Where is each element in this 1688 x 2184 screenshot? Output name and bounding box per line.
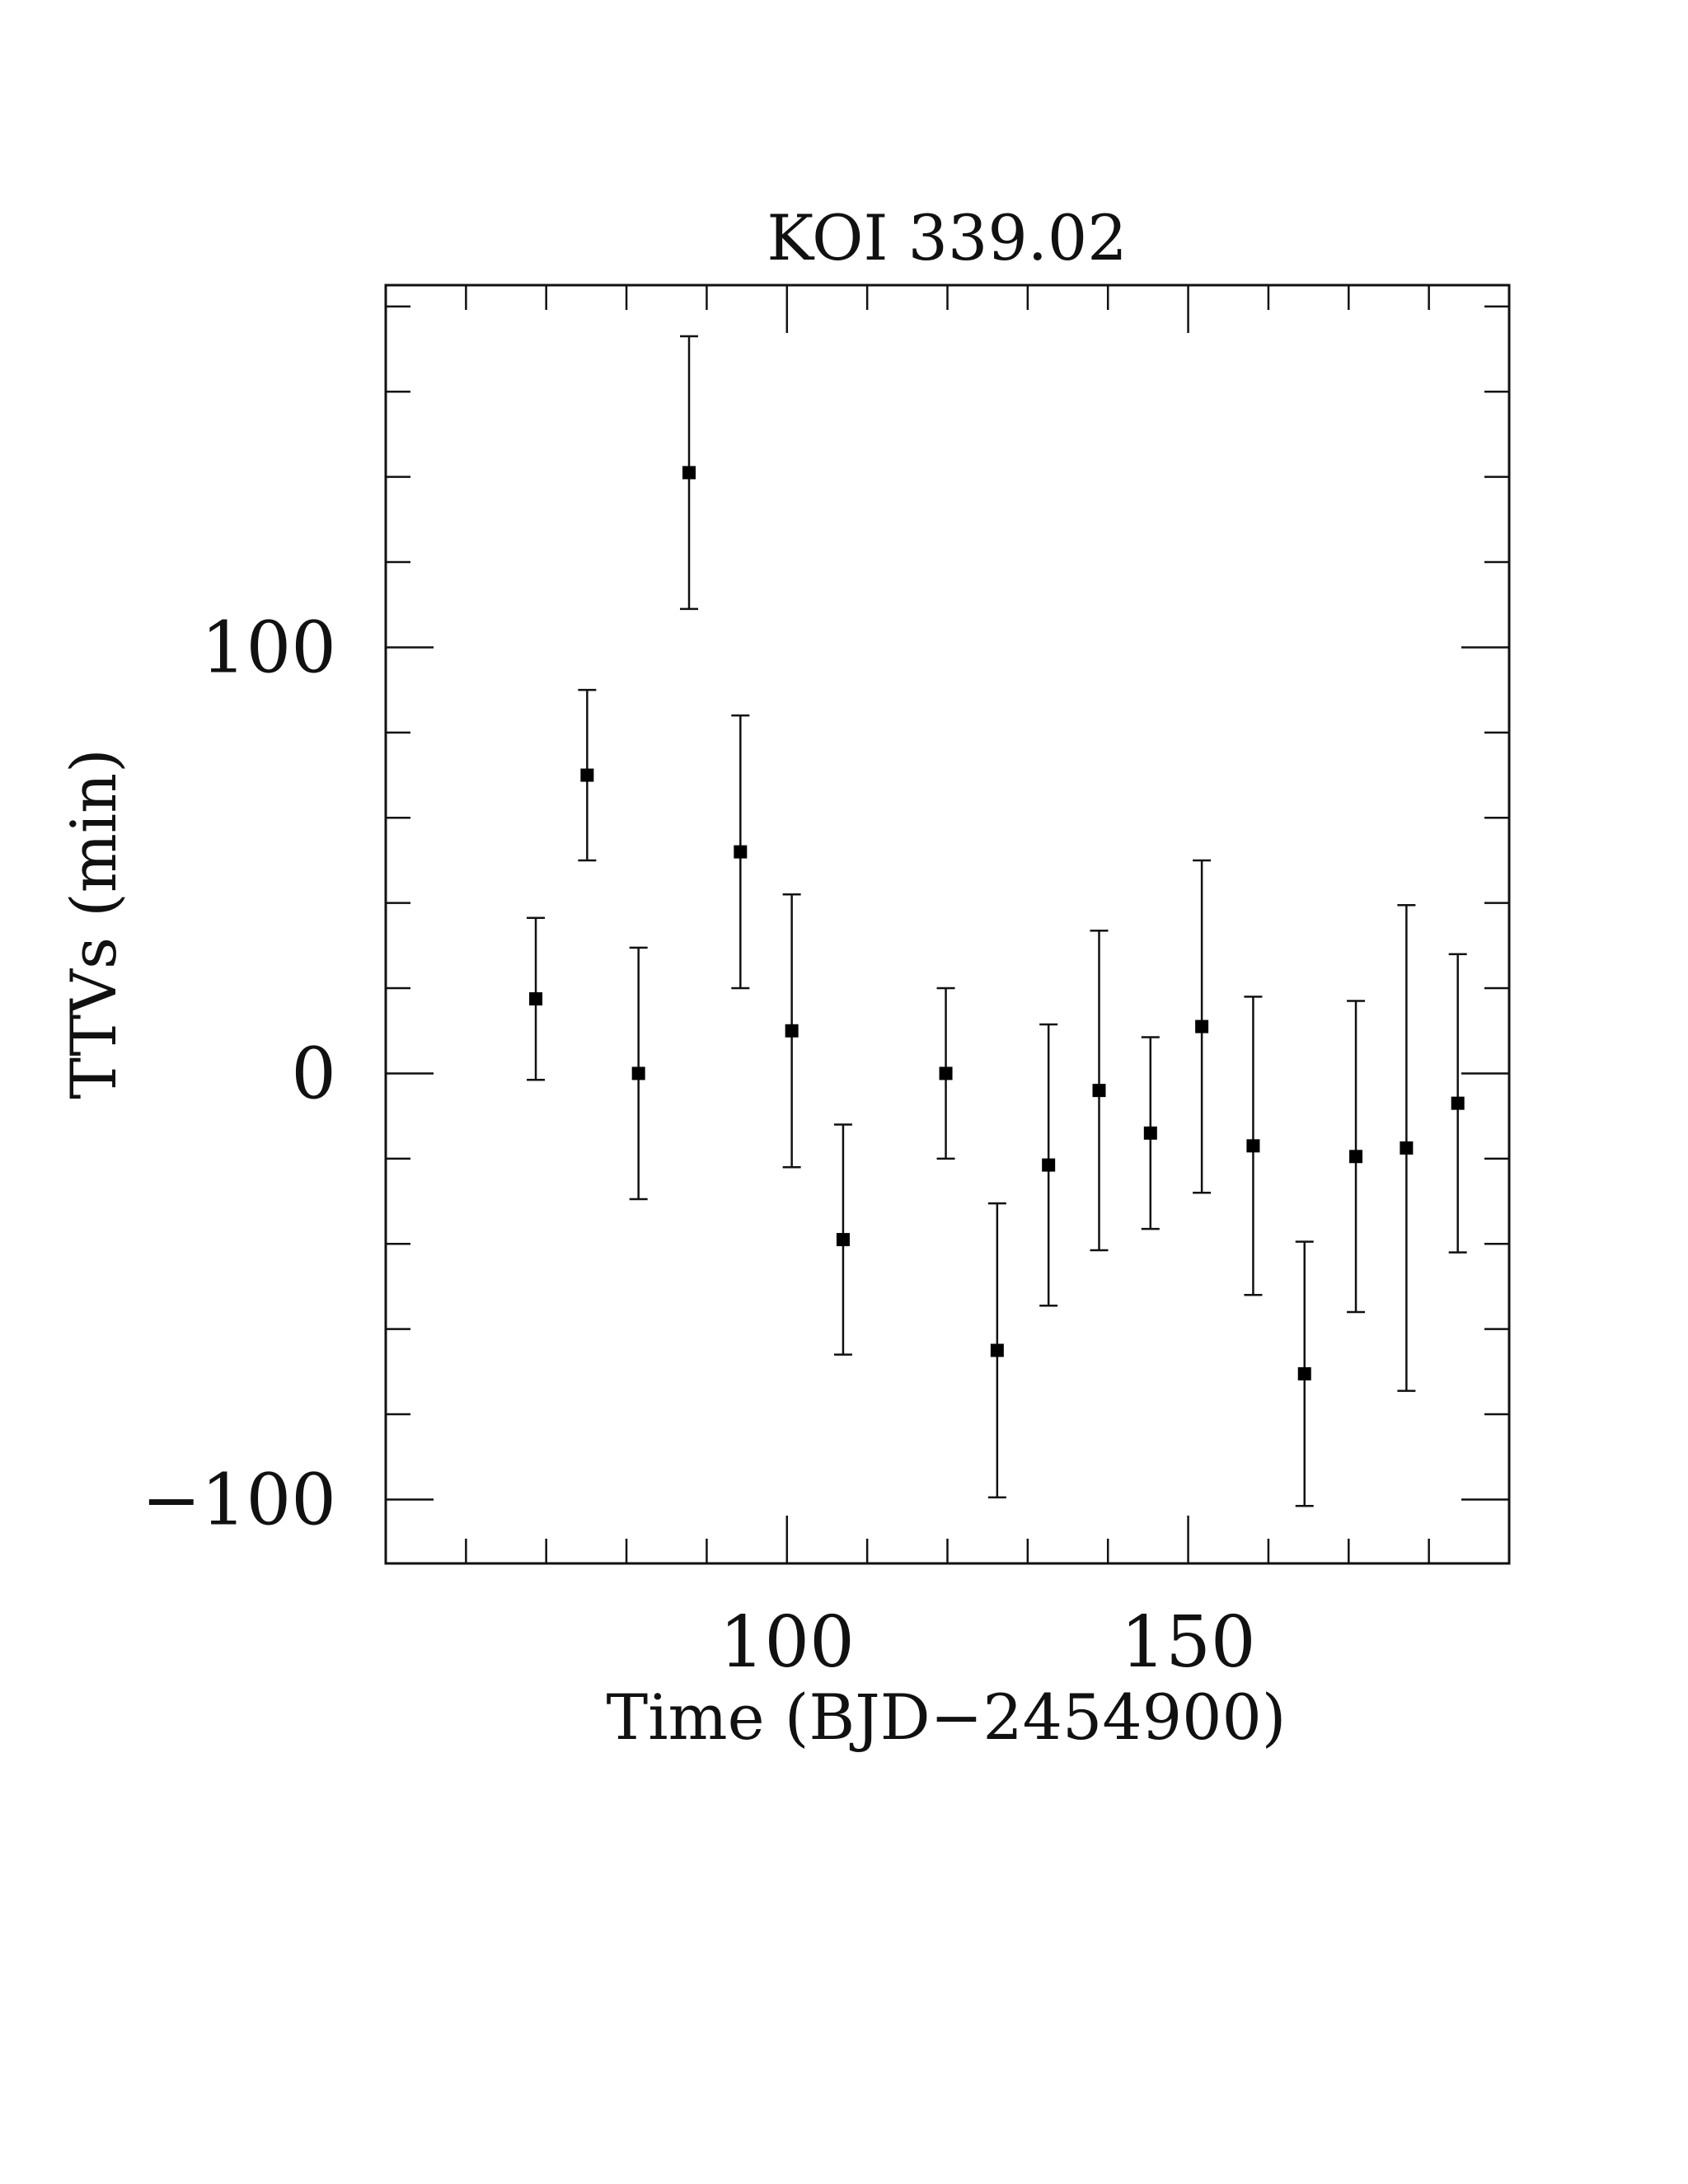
data-point: [734, 845, 748, 859]
data-point: [1195, 1019, 1209, 1033]
data-point: [1246, 1139, 1260, 1153]
data-point: [631, 1066, 645, 1080]
plot-frame: [384, 284, 1511, 1565]
data-point: [1451, 1096, 1465, 1110]
x-axis-label: Time (BJD−2454900): [607, 1680, 1287, 1754]
y-tick-label: −100: [142, 1459, 336, 1541]
data-point: [1400, 1141, 1414, 1155]
tick-labels: 100 150 100 0 −100: [142, 607, 1256, 1684]
y-tick-label: 0: [291, 1033, 336, 1115]
data-point: [939, 1066, 953, 1080]
y-tick-label: 100: [201, 607, 336, 689]
axis-ticks: [384, 285, 1511, 1563]
data-point: [1042, 1158, 1056, 1172]
data-point: [836, 1233, 850, 1247]
x-tick-label: 100: [720, 1601, 855, 1684]
y-axis-label: TTVs (min): [57, 748, 130, 1099]
data-point: [682, 466, 696, 480]
x-tick-label: 150: [1120, 1601, 1255, 1684]
data-point: [1143, 1126, 1157, 1140]
chart-title: KOI 339.02: [767, 201, 1127, 274]
data-point: [1297, 1366, 1311, 1380]
data-point: [1349, 1150, 1363, 1164]
data-point: [785, 1024, 799, 1038]
data-point: [580, 768, 594, 782]
data-points: [527, 335, 1467, 1507]
data-point: [990, 1343, 1004, 1357]
data-point: [529, 991, 543, 1005]
data-point: [1092, 1084, 1106, 1098]
